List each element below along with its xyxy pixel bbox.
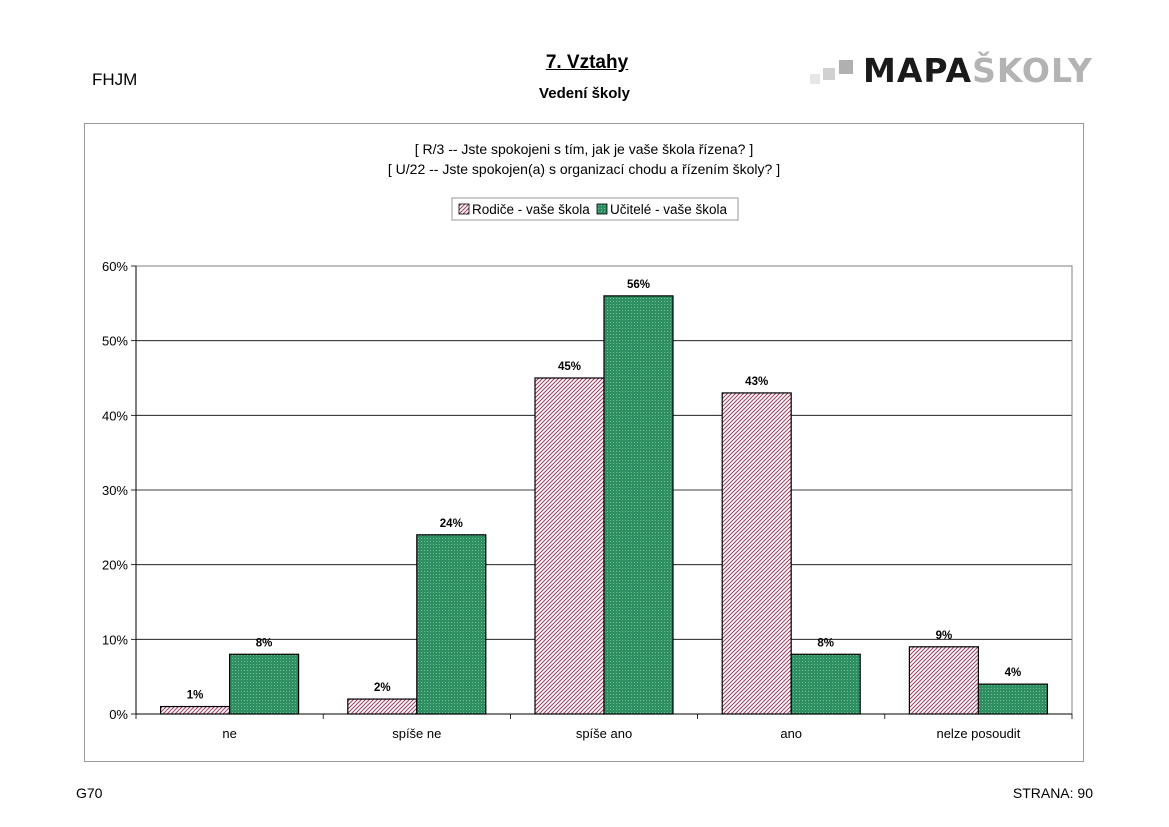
data-label: 56% (627, 279, 650, 291)
y-tick-label: 20% (102, 558, 128, 573)
bar-rodice (534, 377, 605, 715)
x-category-label: ano (780, 726, 802, 741)
data-label: 1% (187, 690, 204, 702)
data-label: 24% (440, 518, 463, 530)
page-title: 7. Vztahy (0, 52, 1169, 74)
data-label: 45% (558, 361, 581, 373)
legend-swatch-1 (458, 203, 470, 215)
bar-ucitele (977, 683, 1049, 715)
y-tick-label: 60% (102, 259, 128, 274)
x-category-label: spíše ano (576, 726, 632, 741)
chart-frame: [ R/3 -- Jste spokojeni s tím, jak je va… (84, 123, 1084, 762)
data-label: 4% (1005, 667, 1022, 679)
x-category-label: nelze posoudit (936, 726, 1020, 741)
x-category-label: ne (222, 726, 236, 741)
page-number: STRANA: 90 (1012, 785, 1093, 801)
legend-label-2: Učitelé - vaše škola (610, 202, 728, 217)
logo-text-light: ŠKOLY (972, 51, 1093, 90)
y-tick-label: 30% (102, 483, 128, 498)
footer-code: G70 (76, 785, 103, 801)
chart-title-line: [ U/22 -- Jste spokojen(a) s organizací … (388, 161, 780, 177)
logo-text-dark: MAPA (863, 51, 973, 90)
legend-box (451, 197, 739, 221)
bar-rodice (908, 646, 980, 715)
y-tick-label: 50% (102, 334, 128, 349)
y-tick-label: 10% (102, 632, 128, 647)
bar-chart: [ R/3 -- Jste spokojeni s tím, jak je va… (102, 141, 1073, 741)
page-title-text: 7. Vztahy (545, 52, 629, 73)
bar-rodice (347, 698, 418, 715)
mapa-skoly-logo: MAPAŠKOLY (808, 51, 1092, 90)
data-label: 8% (256, 637, 273, 649)
page-subtitle: Vedení školy (539, 85, 630, 102)
y-tick-label: 40% (102, 408, 128, 423)
bar-ucitele (790, 653, 861, 715)
x-category-label: spíše ne (392, 726, 441, 741)
data-label: 9% (936, 630, 953, 642)
y-tick-label: 0% (109, 707, 128, 722)
data-label: 43% (745, 376, 768, 388)
bar-rodice (159, 705, 231, 715)
data-label: 2% (374, 682, 391, 694)
chart-title-line: [ R/3 -- Jste spokojeni s tím, jak je va… (415, 141, 753, 157)
legend-swatch-2 (596, 203, 608, 215)
logo-text: MAPAŠKOLY (863, 51, 1093, 90)
bar-rodice (721, 392, 792, 715)
bar-ucitele (603, 295, 674, 715)
data-label: 8% (817, 637, 834, 649)
bar-ucitele (416, 534, 487, 715)
school-code: FHJM (92, 70, 138, 89)
legend-label-1: Rodiče - vaše škola (472, 202, 590, 217)
bar-ucitele (229, 653, 300, 715)
